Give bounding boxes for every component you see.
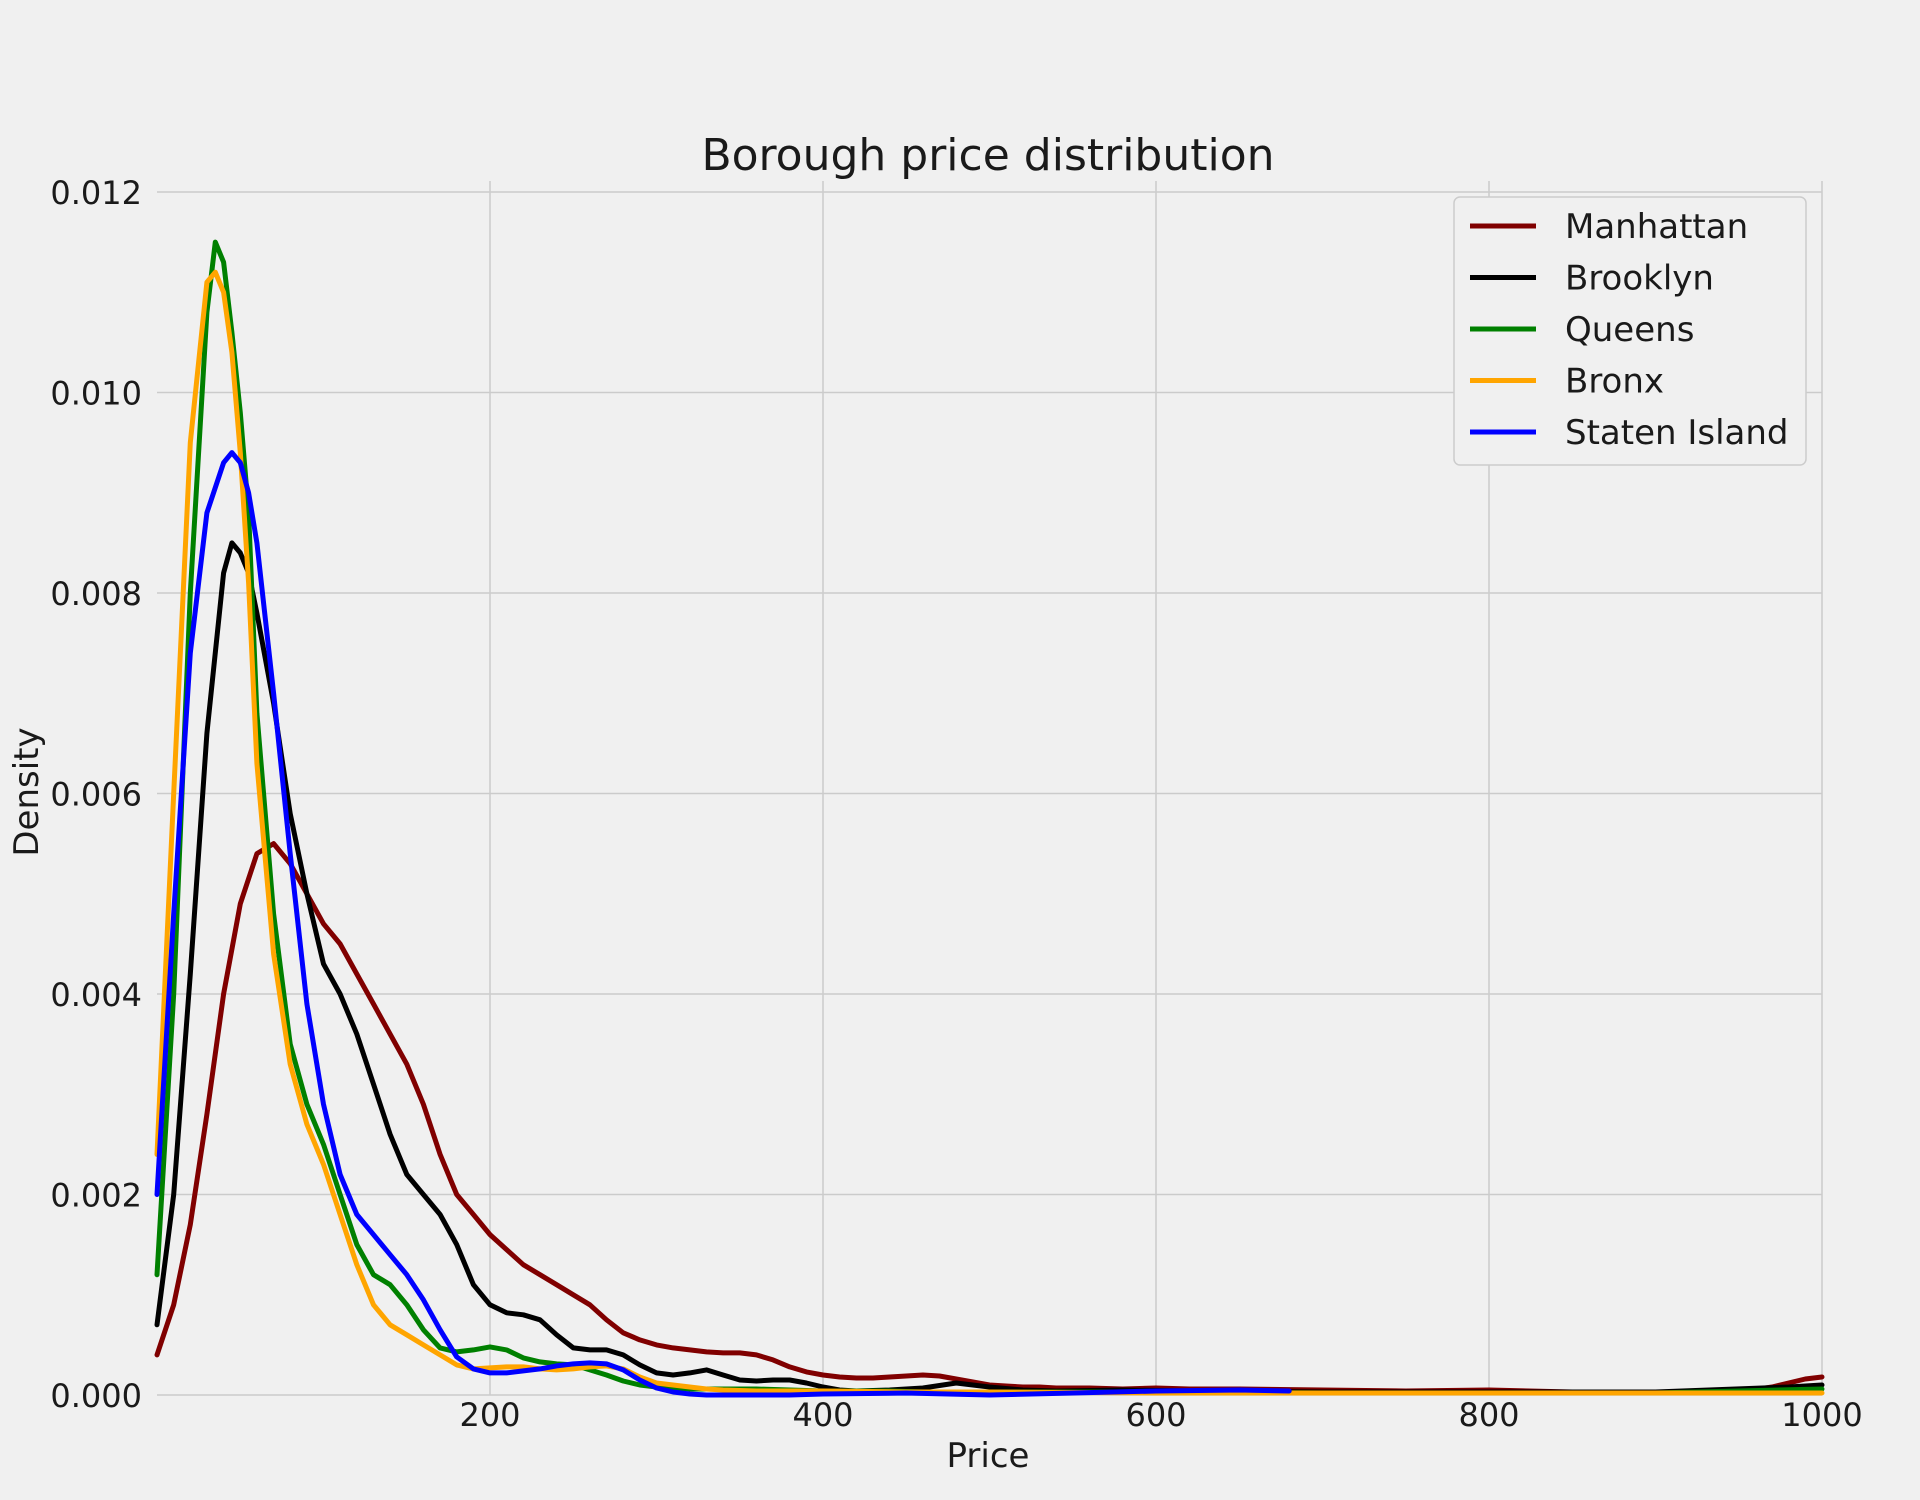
series-line-bronx — [154, 269, 1825, 1396]
series-line-brooklyn — [154, 540, 1825, 1395]
y-tick-label: 0.006 — [50, 776, 142, 814]
x-tick-label: 1000 — [1781, 1396, 1862, 1434]
x-tick-label: 400 — [792, 1396, 853, 1434]
x-tick-label: 800 — [1458, 1396, 1519, 1434]
legend-label: Bronx — [1565, 362, 1664, 402]
x-axis-ticks: 200 400 600 800 1000 — [459, 1396, 1862, 1434]
x-tick-label: 600 — [1125, 1396, 1186, 1434]
series-line-manhattan — [154, 841, 1825, 1396]
y-tick-label: 0.004 — [50, 976, 142, 1014]
y-axis-ticks: 0.000 0.002 0.004 0.006 0.008 0.010 0.012 — [50, 174, 142, 1415]
legend-label: Brooklyn — [1565, 259, 1714, 299]
x-axis-label: Price — [947, 1436, 1030, 1476]
legend-box — [1453, 196, 1807, 466]
legend-label: Staten Island — [1565, 413, 1789, 453]
y-tick-label: 0.008 — [50, 575, 142, 613]
y-tick-label: 0.000 — [50, 1377, 142, 1415]
series-line-staten-island — [154, 450, 1292, 1398]
y-axis-label: Density — [7, 727, 47, 856]
x-tick-label: 200 — [459, 1396, 520, 1434]
chart-title: Borough price distribution — [701, 130, 1274, 181]
y-tick-label: 0.012 — [50, 174, 142, 212]
legend-label: Queens — [1565, 310, 1694, 350]
plot-area — [154, 239, 1825, 1398]
legend: Manhattan Brooklyn Queens Bronx Staten Islan… — [1453, 196, 1807, 466]
y-tick-label: 0.010 — [50, 375, 142, 413]
y-tick-label: 0.002 — [50, 1177, 142, 1215]
legend-label: Manhattan — [1565, 207, 1748, 247]
